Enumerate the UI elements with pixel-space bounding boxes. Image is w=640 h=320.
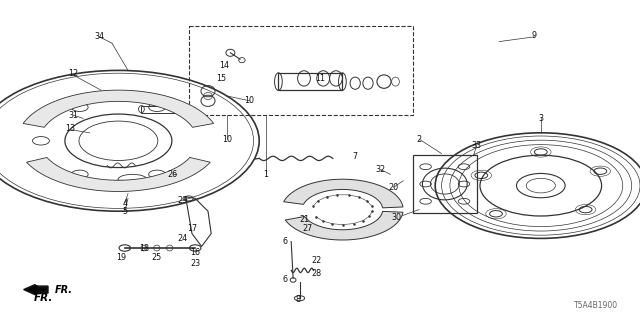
Text: 10: 10	[222, 135, 232, 144]
Text: 19: 19	[116, 253, 127, 262]
Text: 18: 18	[139, 244, 149, 252]
Text: 21: 21	[299, 215, 309, 224]
Text: 25: 25	[152, 253, 162, 262]
Text: 27: 27	[302, 224, 312, 233]
Text: 6: 6	[282, 237, 287, 246]
Text: 24: 24	[177, 234, 188, 243]
Bar	[189, 26, 413, 115]
Text: 3: 3	[538, 114, 543, 123]
Polygon shape	[23, 90, 214, 127]
FancyArrow shape	[24, 284, 48, 295]
Text: 7: 7	[353, 152, 358, 161]
Text: 14: 14	[219, 61, 229, 70]
Polygon shape	[285, 211, 403, 240]
Text: 4: 4	[122, 199, 127, 208]
Text: FR.: FR.	[54, 285, 72, 295]
Text: 34: 34	[94, 32, 104, 41]
Text: 11: 11	[315, 74, 325, 83]
Bar	[141, 106, 180, 113]
Text: 10: 10	[244, 96, 255, 105]
Text: FR.: FR.	[34, 293, 53, 303]
Text: 12: 12	[68, 69, 79, 78]
Text: 23: 23	[190, 260, 200, 268]
Text: 2: 2	[417, 135, 422, 144]
Text: 30: 30	[392, 213, 402, 222]
Text: 6: 6	[282, 276, 287, 284]
Text: T5A4B1900: T5A4B1900	[573, 301, 618, 310]
Text: 9: 9	[532, 31, 537, 40]
Bar	[413, 155, 477, 213]
Text: 1: 1	[263, 170, 268, 179]
Text: 33: 33	[472, 141, 482, 150]
Text: 8: 8	[295, 295, 300, 304]
Text: 13: 13	[65, 124, 76, 132]
Text: 28: 28	[312, 269, 322, 278]
Text: 26: 26	[168, 170, 178, 179]
Text: 5: 5	[122, 207, 127, 216]
Text: 29: 29	[177, 196, 188, 204]
Text: 31: 31	[68, 111, 79, 120]
Polygon shape	[26, 157, 211, 191]
Text: 17: 17	[187, 224, 197, 233]
Text: 22: 22	[312, 256, 322, 265]
Polygon shape	[284, 179, 403, 208]
Bar	[278, 73, 342, 91]
Text: 20: 20	[388, 183, 399, 192]
Text: 15: 15	[216, 74, 226, 83]
Text: 32: 32	[376, 165, 386, 174]
Text: 16: 16	[190, 248, 200, 257]
